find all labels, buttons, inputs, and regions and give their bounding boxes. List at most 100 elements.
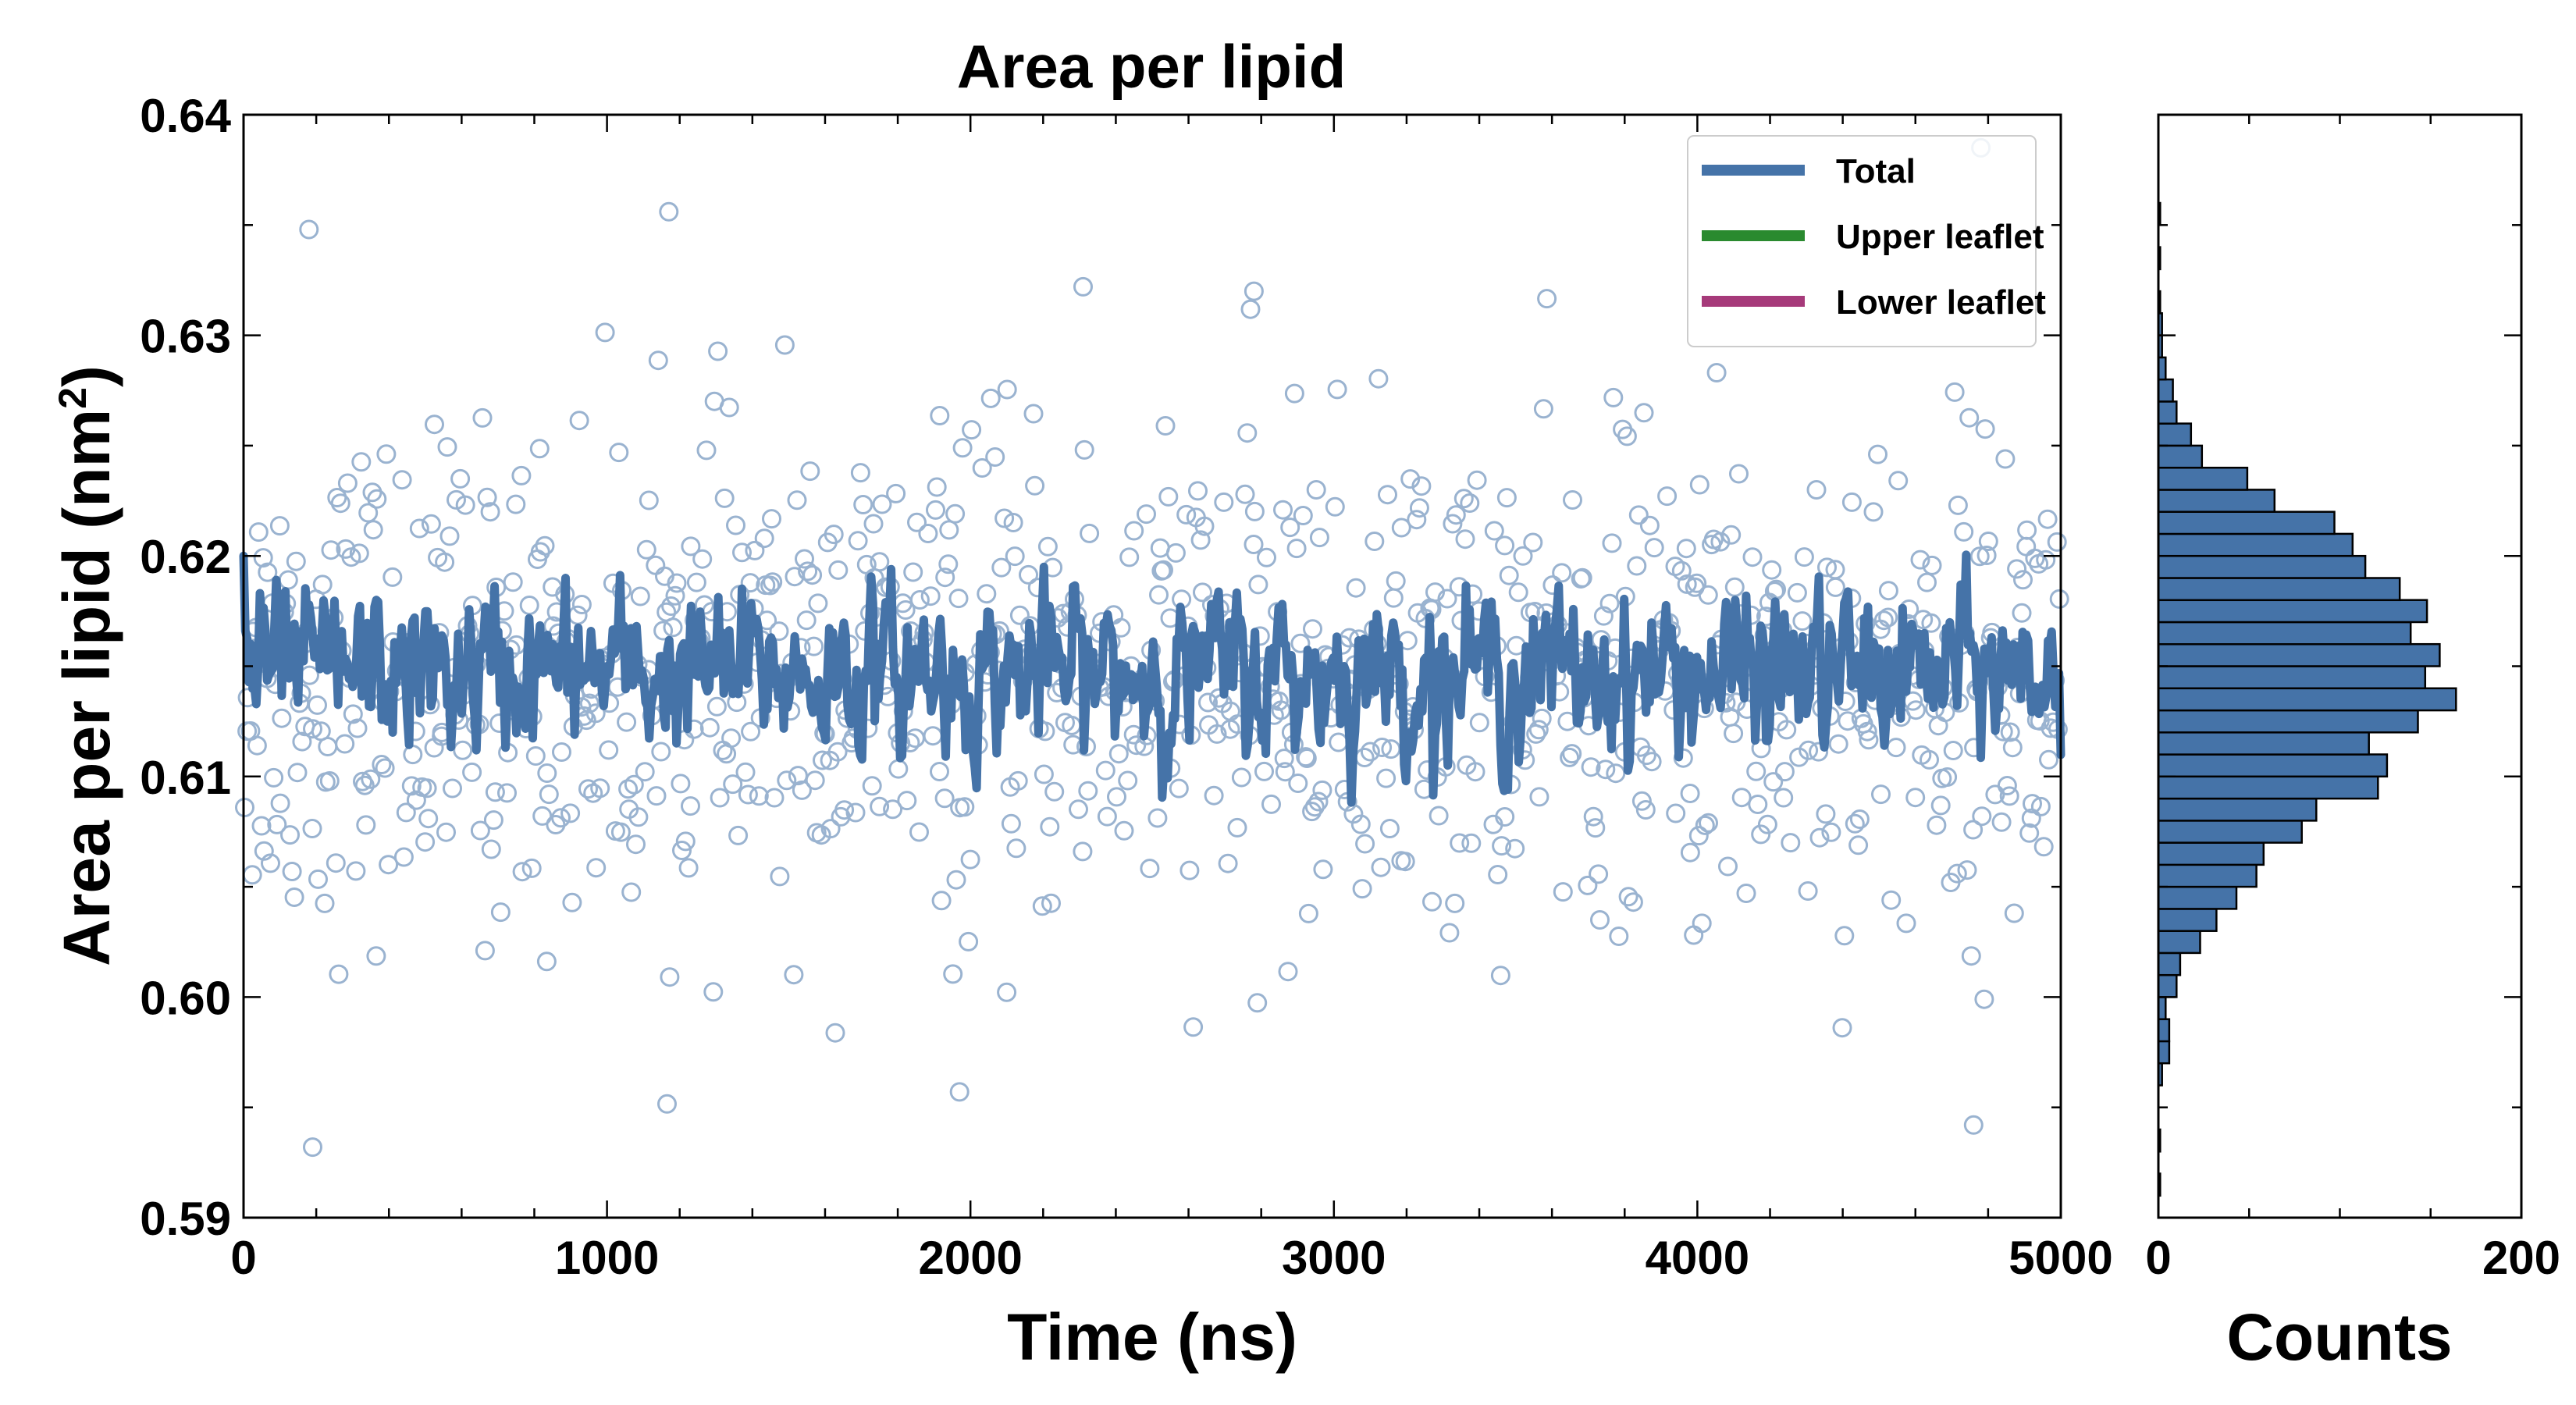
scatter-point	[477, 487, 497, 507]
scatter-point	[888, 759, 909, 779]
scatter-point	[918, 524, 938, 543]
scatter-point	[1688, 826, 1709, 846]
x-axis-label: Time (ns)	[1007, 1300, 1297, 1374]
scatter-point	[1227, 817, 1247, 838]
scatter-point	[242, 865, 262, 885]
y-tick-label: 0.64	[140, 90, 231, 142]
scatter-point	[825, 1023, 845, 1043]
scatter-point	[1881, 890, 1902, 910]
scatter-point	[292, 731, 312, 752]
scatter-point	[1378, 485, 1397, 505]
scatter-point	[358, 503, 379, 523]
scatter-point	[586, 858, 607, 878]
scatter-point	[1731, 788, 1752, 808]
scatter-point	[1636, 745, 1656, 766]
scatter-point	[764, 788, 785, 808]
scatter-point	[1718, 856, 1738, 877]
scatter-point	[396, 802, 416, 823]
scatter-point	[254, 841, 274, 861]
histogram-bar	[2157, 577, 2401, 602]
scatter-point	[1947, 863, 1967, 884]
x-tick-label: 0	[230, 1232, 256, 1284]
scatter-point	[930, 406, 950, 425]
histogram-bars	[2157, 201, 2457, 1197]
scatter-point	[1302, 802, 1322, 822]
y-tick-label: 0.60	[140, 972, 231, 1024]
scatter-point	[1495, 535, 1515, 556]
scatter-point	[536, 951, 557, 972]
scatter-point	[568, 605, 588, 625]
scatter-point	[1963, 1115, 1984, 1135]
scatter-point	[1469, 713, 1489, 733]
scatter-point	[1008, 770, 1028, 791]
scatter-point	[278, 570, 298, 590]
scatter-point	[651, 742, 671, 762]
scatter-point	[1930, 795, 1951, 816]
scatter-point	[1179, 860, 1200, 880]
legend-label-upper-leaflet: Upper leaflet	[1836, 218, 2044, 256]
main-plot-frame	[242, 113, 2062, 1219]
scatter-point	[1832, 1018, 1852, 1038]
scatter-point	[661, 596, 681, 616]
scatter-point	[308, 695, 327, 715]
scatter-point	[1284, 383, 1304, 404]
histogram-x-tick-labels: 0 200	[2145, 1232, 2560, 1284]
scatter-point	[1959, 407, 1980, 428]
scatter-point	[435, 552, 455, 572]
scatter-point	[931, 891, 952, 911]
scatter-point	[1194, 516, 1215, 536]
scatter-point	[828, 560, 849, 580]
histogram-bar	[2157, 422, 2193, 447]
scatter-point	[1974, 989, 1994, 1009]
scatter-point	[287, 763, 308, 783]
scatter-point	[1905, 700, 1926, 720]
scatter-point	[1492, 836, 1512, 856]
scatter-point	[1671, 560, 1692, 581]
scatter-point	[253, 548, 273, 568]
scatter-point	[560, 803, 581, 823]
histogram-plot: 0 200	[2145, 113, 2560, 1284]
scatter-point	[1957, 860, 1977, 880]
scatter-point	[1995, 449, 2016, 469]
histogram-bar	[2157, 642, 2441, 667]
scatter-point	[703, 982, 724, 1002]
legend-label-total: Total	[1836, 152, 1916, 190]
scatter-point	[503, 572, 523, 592]
scatter-point	[437, 437, 457, 457]
scatter-point	[312, 574, 333, 595]
scatter-point	[1774, 788, 1794, 808]
y-tick-label: 0.59	[140, 1193, 231, 1245]
scatter-point	[1496, 488, 1517, 508]
scatter-point	[1676, 539, 1696, 559]
scatter-point	[699, 717, 720, 738]
scatter-point	[1274, 749, 1294, 769]
histogram-bar	[2157, 709, 2419, 734]
scatter-point	[1572, 567, 1592, 588]
histogram-bar	[2157, 885, 2238, 910]
scatter-point	[599, 740, 619, 760]
scatter-point	[1921, 613, 1941, 633]
histogram-bar	[2157, 378, 2174, 403]
histogram-bar	[2157, 841, 2265, 866]
scatter-point	[1154, 560, 1173, 580]
scatter-point	[1074, 439, 1094, 460]
scatter-point	[935, 567, 955, 588]
scatter-point	[382, 567, 403, 587]
scatter-point	[948, 589, 969, 609]
scatter-point	[1553, 882, 1573, 902]
scatter-point	[321, 540, 341, 560]
scatter-point	[1188, 481, 1208, 501]
scatter-point	[462, 762, 482, 782]
scatter-point	[1742, 547, 1763, 567]
histogram-bar	[2157, 930, 2201, 955]
scatter-point	[280, 825, 300, 845]
scatter-point	[2023, 794, 2042, 814]
scatter-point	[529, 439, 550, 459]
scatter-point	[521, 858, 542, 878]
scatter-point	[820, 819, 841, 839]
scatter-point	[590, 778, 610, 799]
scatter-point	[721, 728, 742, 749]
scatter-point	[1748, 795, 1768, 814]
scatter-point	[635, 762, 655, 782]
scatter-point	[480, 502, 500, 522]
